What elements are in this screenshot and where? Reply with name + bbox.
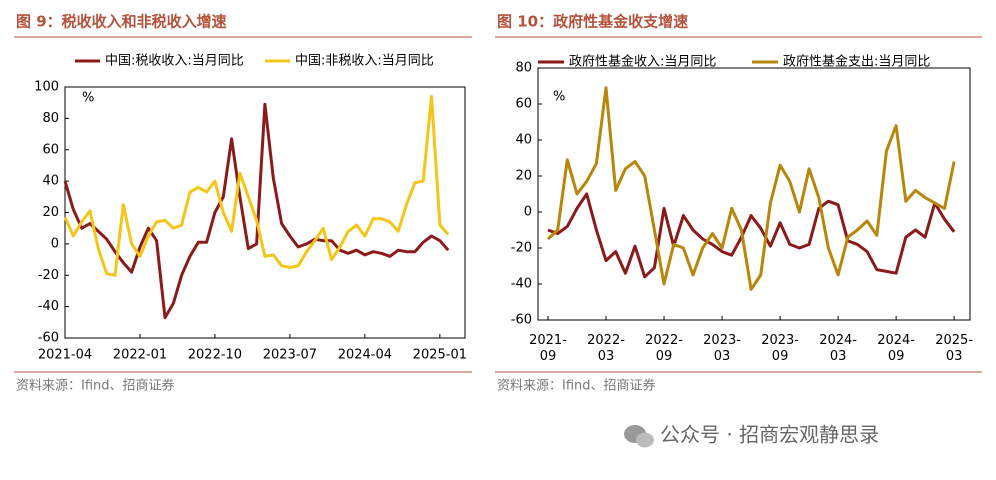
series-line bbox=[63, 94, 450, 277]
x-tick-label-line: 09 bbox=[772, 349, 789, 364]
x-tick-label: 2023-09 bbox=[761, 333, 799, 364]
x-tick-label-line: 03 bbox=[598, 349, 615, 364]
y-tick-label: -40 bbox=[38, 299, 59, 314]
x-tick-label: 2022-01 bbox=[113, 348, 167, 363]
y-tick-label: 40 bbox=[42, 174, 59, 189]
x-tick-label: 2025-03 bbox=[935, 333, 973, 364]
x-tick-label: 2023-07 bbox=[263, 348, 317, 363]
y-tick-label: 20 bbox=[42, 205, 59, 220]
series-line bbox=[547, 192, 956, 279]
y-tick-label: -60 bbox=[511, 313, 532, 328]
x-tick-label: 2024-09 bbox=[877, 333, 915, 364]
series-line bbox=[546, 86, 956, 291]
source: 资料来源：Ifind、招商证券 bbox=[16, 378, 175, 394]
y-unit: % bbox=[553, 90, 565, 105]
legend-label: 政府性基金收入:当月同比 bbox=[569, 54, 716, 70]
x-tick-label: 2025-01 bbox=[413, 348, 467, 363]
source: 资料来源：Ifind、招商证券 bbox=[497, 378, 656, 394]
y-tick-label: -40 bbox=[511, 277, 532, 292]
x-tick-label: 2021-09 bbox=[529, 333, 567, 364]
x-tick-label-line: 09 bbox=[656, 349, 673, 364]
x-tick-label-line: 09 bbox=[540, 349, 557, 364]
watermark-icon bbox=[624, 425, 654, 448]
x-tick-label-line: 2021- bbox=[529, 333, 567, 348]
legend-label: 中国:非税收入:当月同比 bbox=[295, 54, 434, 69]
x-tick-label-line: 03 bbox=[714, 349, 731, 364]
x-tick-label-line: 2024- bbox=[877, 333, 915, 348]
y-tick-label: 0 bbox=[51, 236, 59, 251]
x-tick-label: 2023-03 bbox=[703, 333, 741, 364]
x-tick-label: 2021-04 bbox=[38, 348, 92, 363]
y-tick-label: 100 bbox=[34, 80, 59, 95]
x-tick-label-line: 2023- bbox=[761, 333, 799, 348]
x-tick-label: 2022-03 bbox=[587, 333, 625, 364]
y-tick-label: 0 bbox=[524, 205, 532, 220]
x-tick-label-line: 2024- bbox=[819, 333, 857, 348]
y-tick-label: -20 bbox=[38, 268, 59, 283]
y-tick-label: 60 bbox=[515, 97, 532, 112]
y-tick-label: -60 bbox=[38, 331, 59, 346]
x-tick-label: 2024-04 bbox=[338, 348, 392, 363]
y-tick-label: -20 bbox=[511, 241, 532, 256]
x-tick-label-line: 03 bbox=[830, 349, 847, 364]
x-tick-label-line: 2022- bbox=[587, 333, 625, 348]
legend-label: 政府性基金支出:当月同比 bbox=[783, 54, 930, 70]
x-tick-label-line: 2023- bbox=[703, 333, 741, 348]
chart-title: 图 9：税收收入和非税收入增速 bbox=[16, 13, 227, 31]
chart-title: 图 10：政府性基金收支增速 bbox=[497, 13, 688, 31]
x-tick-label: 2022-09 bbox=[645, 333, 683, 364]
y-tick-label: 80 bbox=[515, 61, 532, 76]
x-tick-label-line: 2022- bbox=[645, 333, 683, 348]
y-unit: % bbox=[82, 91, 94, 106]
plot-frame bbox=[537, 67, 971, 321]
y-tick-label: 60 bbox=[42, 142, 59, 157]
legend-label: 中国:税收收入:当月同比 bbox=[105, 54, 244, 69]
y-tick-label: 80 bbox=[42, 111, 59, 126]
y-tick-label: 40 bbox=[515, 133, 532, 148]
x-tick-label-line: 2025- bbox=[935, 333, 973, 348]
x-tick-label: 2024-03 bbox=[819, 333, 857, 364]
x-tick-label-line: 09 bbox=[888, 349, 905, 364]
y-tick-label: 20 bbox=[515, 169, 532, 184]
series-line bbox=[63, 102, 450, 320]
watermark: 公众号 · 招商宏观静思录 bbox=[660, 423, 879, 447]
x-tick-label-line: 03 bbox=[946, 349, 963, 364]
x-tick-label: 2022-10 bbox=[188, 348, 242, 363]
